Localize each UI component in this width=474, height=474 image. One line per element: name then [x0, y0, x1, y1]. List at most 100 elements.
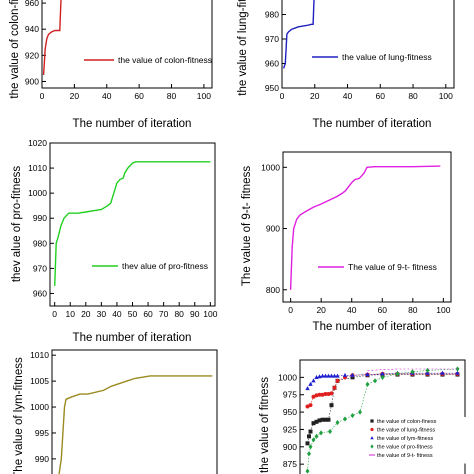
data-point — [311, 437, 316, 443]
y-tick-label: 800 — [266, 285, 280, 295]
data-point — [320, 373, 325, 378]
data-point — [308, 381, 313, 386]
plot-data — [282, 0, 315, 69]
y-tick-label: 1000 — [261, 162, 280, 172]
legend-marker — [370, 427, 374, 432]
x-tick-label: 70 — [159, 309, 169, 319]
data-point — [335, 378, 340, 383]
y-tick-label: 940 — [25, 24, 39, 34]
plot-data — [54, 161, 211, 286]
y-tick-label: 980 — [265, 10, 279, 20]
x-tick-label: 40 — [347, 305, 357, 315]
data-point — [317, 392, 322, 397]
data-point — [307, 451, 311, 457]
series-line — [58, 375, 213, 474]
y-axis-label: The value of lym-fitness — [13, 357, 25, 474]
legend-label: the value of pro-fitness — [377, 445, 433, 451]
data-point — [329, 391, 334, 396]
y-tick-label: 900 — [266, 224, 280, 234]
legend-marker — [370, 419, 374, 423]
data-point — [365, 372, 370, 377]
data-point — [326, 392, 331, 397]
x-tick-label: 100 — [203, 309, 217, 319]
x-tick-label: 20 — [310, 91, 320, 101]
data-point — [323, 373, 328, 378]
data-point — [373, 378, 377, 384]
x-tick-label: 20 — [316, 305, 326, 315]
y-tick-label: 900 — [25, 76, 39, 86]
data-point — [365, 381, 370, 387]
y-tick-label: 960 — [33, 288, 47, 298]
x-tick-label: 0 — [288, 305, 293, 315]
x-tick-label: 80 — [408, 91, 418, 101]
chart-panel-5: 985990995100010051010The value of lym-fi… — [13, 349, 218, 474]
series-line — [282, 0, 315, 69]
x-tick-label: 0 — [52, 309, 57, 319]
y-axis-label: thev alue of pro-fitness — [11, 166, 23, 283]
x-tick-label: 60 — [378, 305, 388, 315]
data-point — [311, 378, 316, 383]
y-tick-label: 920 — [25, 50, 39, 60]
legend-label: the value of 9-t- fitness — [377, 453, 433, 459]
series-line — [289, 165, 441, 290]
plot-data — [42, 0, 62, 75]
x-axis-label: The number of iteration — [313, 321, 432, 333]
data-point — [343, 416, 347, 422]
legend-marker — [370, 444, 374, 449]
data-point — [314, 393, 319, 398]
x-tick-label: 20 — [81, 309, 91, 319]
y-tick-label: 925 — [283, 424, 297, 434]
y-axis-label: the value of colon-fitness — [9, 0, 21, 99]
y-tick-label: 1020 — [28, 138, 47, 148]
data-point — [328, 428, 332, 435]
y-tick-label: 1005 — [30, 376, 49, 386]
x-tick-label: 50 — [128, 309, 138, 319]
data-point — [332, 373, 337, 378]
data-point — [305, 468, 310, 474]
y-tick-label: 970 — [265, 34, 279, 44]
series-line — [307, 372, 458, 389]
y-tick-label: 1000 — [278, 372, 297, 382]
plot-frame — [281, 0, 455, 89]
legend-label: The value of 9-t- fitness — [348, 262, 437, 272]
series-line — [54, 161, 211, 286]
legend-label: the value of lung-fitness — [342, 52, 432, 62]
y-tick-label: 995 — [35, 428, 49, 438]
data-point — [455, 370, 460, 375]
plot-data — [305, 366, 460, 474]
x-tick-label: 60 — [134, 91, 144, 101]
data-point — [305, 441, 310, 446]
y-tick-label: 875 — [283, 459, 297, 469]
data-point — [335, 419, 340, 426]
y-tick-label: 900 — [283, 442, 297, 452]
y-tick-label: 960 — [265, 59, 279, 69]
x-tick-label: 80 — [174, 309, 184, 319]
data-point — [395, 371, 400, 377]
data-point — [350, 412, 355, 419]
x-tick-label: 40 — [112, 309, 122, 319]
x-axis-label: The number of iteration — [73, 332, 192, 344]
data-point — [319, 430, 323, 436]
data-point — [329, 373, 334, 378]
data-point — [425, 367, 430, 374]
x-tick-label: 20 — [70, 91, 80, 101]
plot-data — [289, 165, 441, 290]
x-tick-label: 10 — [66, 309, 76, 319]
y-tick-label: 1010 — [30, 350, 49, 360]
data-point — [323, 392, 328, 397]
y-tick-label: 980 — [33, 238, 47, 248]
data-point — [314, 433, 319, 439]
legend-label: the value of colon-finess — [377, 419, 437, 425]
data-point — [308, 429, 313, 434]
chart-panel-3: 0 10 20 30 40 50 60 70 80 90 100960970980990100010… — [11, 138, 218, 344]
data-point — [326, 373, 331, 378]
plot-frame — [49, 142, 216, 307]
data-point — [440, 370, 445, 375]
series-line — [42, 0, 62, 75]
data-point — [308, 403, 313, 408]
x-tick-label: 80 — [408, 305, 418, 315]
data-point — [410, 369, 415, 375]
data-point — [380, 374, 385, 380]
y-tick-label: 1000 — [30, 402, 49, 412]
